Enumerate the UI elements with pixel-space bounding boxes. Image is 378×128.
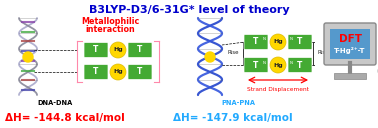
Text: interaction: interaction (85, 25, 135, 35)
Text: T: T (93, 67, 99, 77)
Text: T-Hg²⁺-T: T-Hg²⁺-T (334, 47, 366, 55)
Circle shape (205, 52, 215, 62)
FancyBboxPatch shape (128, 65, 152, 79)
Text: T: T (137, 45, 143, 55)
Text: ΔH= -147.9 kcal/mol: ΔH= -147.9 kcal/mol (173, 113, 293, 123)
Text: Hg: Hg (273, 40, 283, 45)
Text: T: T (253, 38, 259, 46)
Text: Hg: Hg (273, 62, 283, 67)
Text: T: T (297, 38, 303, 46)
Text: Hg: Hg (113, 47, 123, 52)
FancyBboxPatch shape (288, 35, 312, 50)
Text: T: T (297, 61, 303, 70)
Circle shape (270, 34, 286, 50)
Text: DFT: DFT (339, 34, 361, 44)
Text: T: T (137, 67, 143, 77)
Text: N: N (263, 38, 266, 41)
Text: N: N (263, 61, 266, 65)
FancyBboxPatch shape (84, 65, 108, 79)
FancyBboxPatch shape (128, 42, 152, 57)
Text: PNA-PNA: PNA-PNA (221, 100, 255, 106)
Text: Rise: Rise (228, 51, 239, 56)
Text: N: N (290, 61, 293, 65)
FancyBboxPatch shape (288, 57, 312, 72)
Circle shape (110, 64, 126, 80)
FancyBboxPatch shape (244, 35, 268, 50)
FancyBboxPatch shape (84, 42, 108, 57)
Text: Metallophilic: Metallophilic (81, 18, 139, 26)
Text: Strand Displacement: Strand Displacement (247, 87, 309, 92)
Bar (330, 29, 370, 59)
Text: N: N (290, 38, 293, 41)
Text: Hg: Hg (113, 70, 123, 74)
Text: B3LYP-D3/6-31G* level of theory: B3LYP-D3/6-31G* level of theory (89, 5, 289, 15)
Text: Rise: Rise (317, 51, 328, 56)
FancyBboxPatch shape (324, 23, 376, 65)
Circle shape (270, 57, 286, 73)
Text: ΔH= -144.8 kcal/mol: ΔH= -144.8 kcal/mol (5, 113, 125, 123)
Text: DNA-DNA: DNA-DNA (37, 100, 73, 106)
Text: T: T (93, 45, 99, 55)
Bar (334, 73, 366, 79)
FancyBboxPatch shape (244, 57, 268, 72)
Circle shape (110, 42, 126, 58)
Text: T: T (253, 61, 259, 70)
Circle shape (23, 52, 33, 62)
